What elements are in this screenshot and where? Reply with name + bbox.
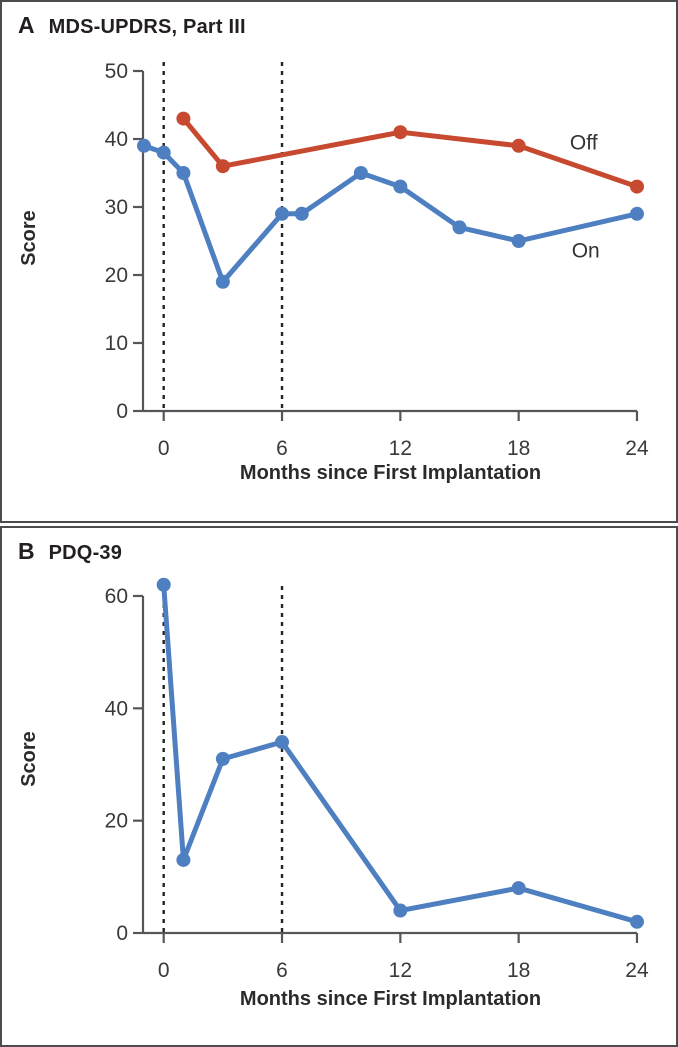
data-point [629,206,644,221]
y-tick-label: 40 [105,128,128,151]
data-point [393,179,408,194]
panel-b-letter: B [18,538,35,564]
panel-b-title: B PDQ-39 [18,538,122,565]
x-tick-label: 18 [507,959,530,982]
data-point [176,166,191,180]
data-point [393,125,408,140]
data-point [156,577,171,592]
data-point [452,220,467,235]
x-tick-label: 6 [276,959,288,982]
x-tick-label: 24 [625,959,649,982]
data-point [176,852,191,867]
data-point [156,145,171,160]
data-point [511,881,526,896]
y-tick-label: 30 [105,196,128,219]
data-point [511,138,526,153]
x-tick-label: 24 [625,437,649,460]
data-point [629,914,644,929]
data-point [629,179,644,194]
panel-a-name: MDS-UPDRS, Part III [48,16,246,38]
panel-b-ylabel: Score [18,731,40,787]
data-point [136,138,151,153]
panel-a-ylabel: Score [18,210,40,266]
panel-divider [0,523,678,526]
series-annotation-off: Off [570,131,598,154]
series-annotation-on: On [572,240,600,263]
y-tick-label: 20 [105,264,128,287]
x-tick-label: 0 [158,437,170,460]
panel-b: 0 20 40 60 0 6 12 18 24 B PDQ-39 Score Months sin… [0,526,678,1047]
data-point [393,903,408,918]
data-point [511,234,526,248]
data-point [215,159,230,174]
x-tick-label: 12 [389,959,412,982]
y-tick-label: 0 [116,400,128,423]
panel-a-title: A MDS-UPDRS, Part III [18,12,246,39]
series-on [136,138,644,289]
series-on [156,577,644,929]
y-tick-label: 20 [105,810,128,833]
x-tick-label: 0 [158,959,170,982]
y-tick-label: 0 [116,922,128,945]
panel-b-xlabel: Months since First Implantation [239,988,542,1010]
panel-b-chart: 0 20 40 60 0 6 12 18 24 [105,577,649,982]
panel-a: 0 10 20 30 40 50 0 6 12 18 24 Off On A MDS-UPDRS, Par… [0,0,678,523]
y-tick-label: 40 [105,697,128,720]
panel-a-xlabel: Months since First Implantation [239,462,542,484]
data-point [215,274,230,289]
y-tick-label: 10 [105,332,128,355]
data-point [294,206,309,221]
y-tick-label: 50 [105,60,128,83]
data-point [275,735,290,750]
data-point [215,751,230,766]
data-point [353,166,368,180]
series-off [176,111,644,194]
x-tick-label: 12 [389,437,412,460]
panel-a-chart: 0 10 20 30 40 50 0 6 12 18 24 Off On [105,60,649,460]
x-tick-label: 6 [276,437,288,460]
panel-b-name: PDQ-39 [48,542,123,564]
panel-a-letter: A [18,12,35,38]
data-point [275,206,290,221]
data-point [176,111,191,126]
series-line-on [161,582,640,925]
x-tick-label: 18 [507,437,530,460]
y-tick-label: 60 [105,585,128,608]
